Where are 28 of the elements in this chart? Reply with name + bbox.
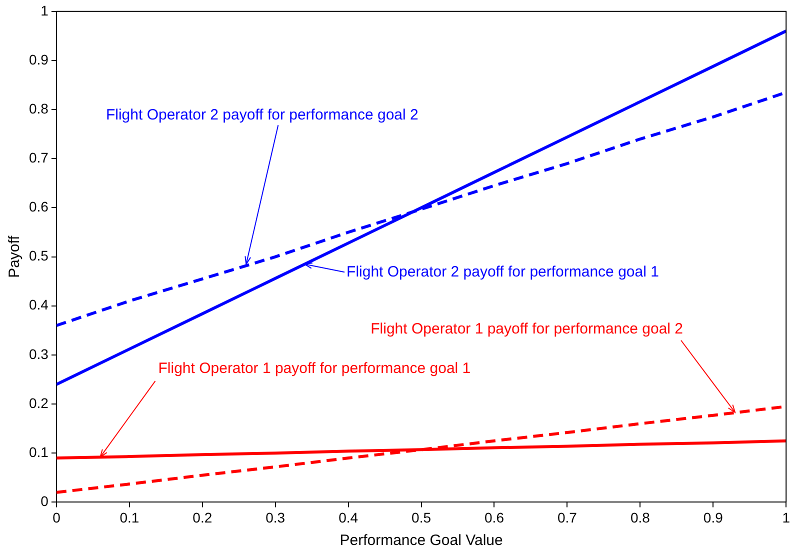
annotation: Flight Operator 2 payoff for performance goal 2 <box>106 106 418 124</box>
annotation: Flight Operator 1 payoff for performance goal 1 <box>158 360 471 378</box>
x-tick-label: 0.1 <box>120 509 140 526</box>
annotation: Flight Operator 1 payoff for performance goal 2 <box>370 320 684 338</box>
y-tick-label: 0.7 <box>28 150 49 166</box>
x-tick-label: 0.6 <box>484 509 504 526</box>
x-tick-label: 0.8 <box>630 509 650 526</box>
x-tick-label: 1 <box>782 509 790 526</box>
x-tick-label: 0.9 <box>703 509 724 526</box>
y-tick-label: 0.8 <box>28 100 49 116</box>
y-tick-label: 0.3 <box>28 346 49 362</box>
y-axis-title: Payoff <box>6 234 24 278</box>
y-tick-label: 0.5 <box>28 248 49 264</box>
y-tick-label: 0.4 <box>28 296 49 313</box>
y-tick-label: 0.6 <box>28 198 49 215</box>
x-tick-label: 0.2 <box>192 509 212 526</box>
x-tick-label: 0 <box>52 509 61 526</box>
x-tick-label: 0.7 <box>557 509 578 526</box>
y-tick-label: 0.2 <box>28 394 49 411</box>
x-tick-label: 0.5 <box>412 509 432 526</box>
y-tick-label: 0.9 <box>28 51 49 68</box>
y-tick-label: 0 <box>40 493 49 510</box>
y-tick-label: 0.1 <box>28 444 49 460</box>
x-tick-label: 0.4 <box>338 509 358 526</box>
y-tick-label: 1 <box>40 2 49 18</box>
x-tick-label: 0.3 <box>266 509 286 526</box>
annotation: Flight Operator 2 payoff for performance goal 1 <box>346 263 659 280</box>
x-axis-title: Performance Goal Value <box>340 532 503 550</box>
